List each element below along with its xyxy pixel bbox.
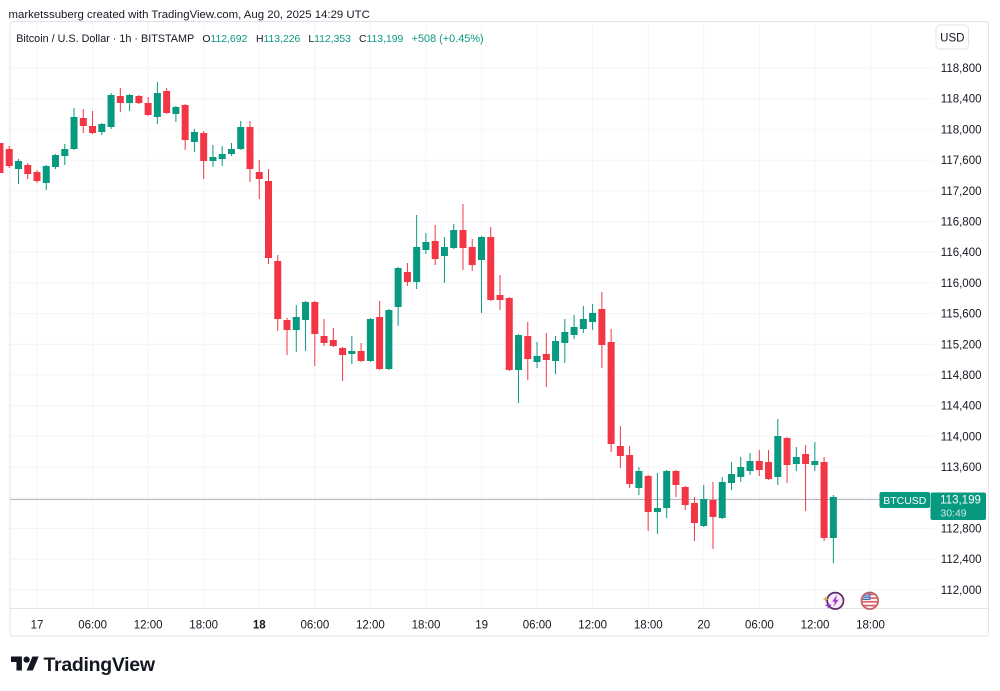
svg-text:30:49: 30:49: [940, 508, 966, 520]
svg-text:L112,353: L112,353: [308, 34, 351, 45]
svg-text:12:00: 12:00: [578, 620, 607, 632]
svg-text:C113,199: C113,199: [359, 34, 404, 45]
svg-text:115,200: 115,200: [941, 339, 982, 351]
svg-text:117,600: 117,600: [941, 155, 982, 167]
svg-text:116,400: 116,400: [941, 247, 982, 259]
svg-text:06:00: 06:00: [78, 620, 107, 632]
svg-text:12:00: 12:00: [801, 620, 830, 632]
svg-text:114,000: 114,000: [941, 431, 982, 443]
svg-text:116,800: 116,800: [941, 217, 982, 229]
svg-text:18:00: 18:00: [634, 620, 663, 632]
svg-text:112,800: 112,800: [941, 524, 982, 536]
svg-text:18:00: 18:00: [189, 620, 218, 632]
svg-text:marketssuberg created with Tra: marketssuberg created with TradingView.c…: [9, 9, 370, 21]
svg-text:118,000: 118,000: [941, 124, 982, 136]
svg-text:USD: USD: [940, 33, 964, 45]
svg-text:18: 18: [253, 620, 266, 632]
svg-text:06:00: 06:00: [523, 620, 552, 632]
svg-text:112,400: 112,400: [941, 554, 982, 566]
svg-text:114,800: 114,800: [941, 370, 982, 382]
svg-text:118,800: 118,800: [941, 63, 982, 75]
svg-text:18:00: 18:00: [412, 620, 441, 632]
svg-text:06:00: 06:00: [301, 620, 330, 632]
svg-text:TradingView: TradingView: [44, 654, 156, 676]
svg-text:06:00: 06:00: [745, 620, 774, 632]
svg-text:113,199: 113,199: [940, 495, 981, 507]
svg-text:114,400: 114,400: [941, 401, 982, 413]
svg-text:115,600: 115,600: [941, 309, 982, 321]
svg-text:O112,692: O112,692: [202, 34, 247, 45]
svg-text:117,200: 117,200: [941, 186, 982, 198]
svg-text:116,000: 116,000: [941, 278, 982, 290]
svg-text:Bitcoin / U.S. Dollar · 1h · B: Bitcoin / U.S. Dollar · 1h · BITSTAMP: [16, 33, 194, 45]
svg-text:12:00: 12:00: [356, 620, 385, 632]
svg-text:12:00: 12:00: [134, 620, 163, 632]
svg-text:113,600: 113,600: [941, 462, 982, 474]
svg-text:17: 17: [31, 620, 44, 632]
svg-text:112,000: 112,000: [941, 585, 982, 597]
svg-text:H113,226: H113,226: [256, 34, 301, 45]
svg-text:19: 19: [475, 620, 488, 632]
svg-text:BTCUSD: BTCUSD: [883, 495, 927, 507]
svg-text:+508 (+0.45%): +508 (+0.45%): [412, 33, 484, 45]
svg-text:118,400: 118,400: [941, 94, 982, 106]
svg-text:20: 20: [697, 620, 710, 632]
svg-text:18:00: 18:00: [856, 620, 885, 632]
